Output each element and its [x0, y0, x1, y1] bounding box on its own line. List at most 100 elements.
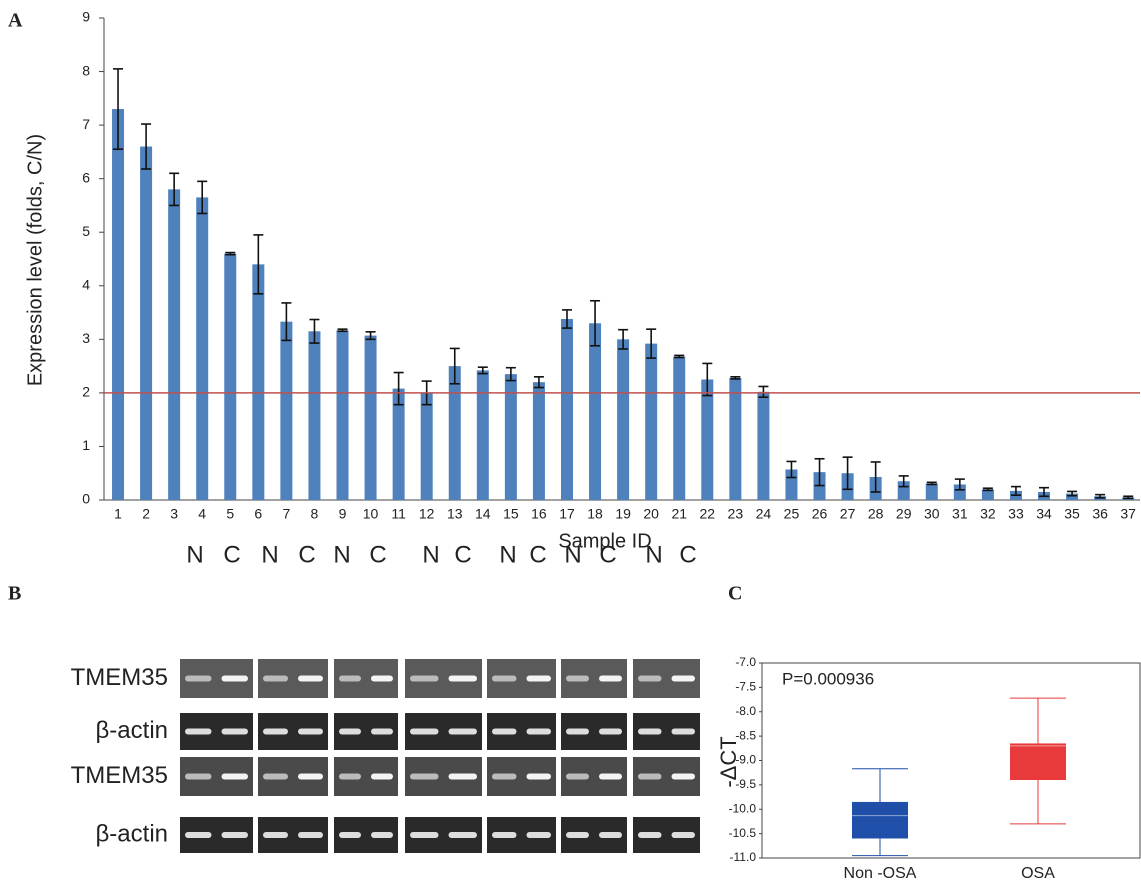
lane-label: C — [529, 541, 546, 568]
gel-band — [263, 774, 288, 780]
x-tick-label: 20 — [643, 506, 659, 522]
x-tick-label: 31 — [952, 506, 968, 522]
gel-band — [566, 729, 589, 735]
y-tick-label: 2 — [82, 384, 90, 400]
gel-band — [638, 676, 662, 682]
lane-label: N — [422, 541, 439, 568]
gel-band — [566, 676, 589, 682]
x-tick-label: 8 — [311, 506, 319, 522]
bar — [140, 147, 152, 500]
gel-band — [527, 729, 552, 735]
bar — [701, 380, 713, 501]
bar — [112, 109, 124, 500]
y-tick-label: -8.5 — [735, 728, 756, 742]
x-tick-label: 24 — [756, 506, 772, 522]
y-tick-label: 4 — [82, 276, 90, 292]
x-tick-label: 34 — [1036, 506, 1052, 522]
x-tick-label: 13 — [447, 506, 463, 522]
gel-band — [263, 729, 288, 735]
y-tick-label: 9 — [82, 9, 90, 25]
bar — [224, 254, 236, 500]
lane-label: C — [454, 541, 471, 568]
gel-band — [339, 729, 361, 735]
x-tick-label: 15 — [503, 506, 519, 522]
bar — [757, 392, 769, 500]
bar — [196, 197, 208, 500]
gel-band — [222, 676, 249, 682]
gel-band — [566, 832, 589, 838]
x-tick-label: 6 — [254, 506, 262, 522]
x-tick-label: 21 — [671, 506, 687, 522]
gel-band — [185, 774, 212, 780]
x-tick-label: 33 — [1008, 506, 1024, 522]
gel-band — [638, 832, 662, 838]
bar — [337, 330, 349, 500]
gel-band — [672, 832, 696, 838]
plot-frame — [762, 663, 1140, 858]
x-tick-label: 10 — [363, 506, 379, 522]
gel-band — [410, 832, 439, 838]
error-bar — [1123, 496, 1133, 498]
lane-label: N — [564, 541, 581, 568]
figure: A B C Sample ID Expression level (folds,… — [0, 0, 1141, 885]
bar — [252, 264, 264, 500]
y-tick-label: -10.0 — [729, 801, 757, 815]
bar — [280, 322, 292, 500]
x-tick-label: 11 — [391, 506, 406, 522]
gel-band — [339, 774, 361, 780]
x-tick-label: 23 — [728, 506, 744, 522]
x-tick-label: 37 — [1120, 506, 1136, 522]
x-tick-label: 30 — [924, 506, 940, 522]
bar — [673, 356, 685, 500]
bar — [168, 189, 180, 500]
panel-label: C — [728, 583, 742, 605]
gel-band — [672, 729, 696, 735]
x-tick-label: 36 — [1092, 506, 1108, 522]
gel-band — [222, 832, 249, 838]
row-label: TMEM35 — [71, 762, 168, 789]
x-tick-label: 27 — [840, 506, 856, 522]
x-tick-label: 19 — [615, 506, 631, 522]
lane-label: C — [679, 541, 696, 568]
bar — [421, 393, 433, 500]
gel-band — [410, 729, 439, 735]
bar — [533, 382, 545, 500]
panel-label: A — [8, 10, 23, 32]
x-tick-label: 7 — [282, 506, 290, 522]
bar — [645, 344, 657, 500]
bar — [729, 378, 741, 500]
gel-band — [672, 676, 696, 682]
gel-band — [599, 676, 622, 682]
y-tick-label: -7.5 — [735, 680, 756, 694]
gel-band — [492, 774, 517, 780]
x-tick-label: 4 — [198, 506, 206, 522]
lane-label: C — [298, 541, 315, 568]
row-label: β-actin — [96, 717, 169, 744]
gel-band — [298, 832, 323, 838]
x-tick-label: 9 — [339, 506, 347, 522]
y-tick-label: 1 — [82, 437, 90, 453]
x-tick-label: 14 — [475, 506, 491, 522]
lane-label: C — [599, 541, 616, 568]
x-tick-label: 1 — [114, 506, 122, 522]
bar — [926, 483, 938, 500]
gel-band — [371, 729, 393, 735]
y-tick-label: -9.5 — [735, 777, 756, 791]
x-tick-label: 32 — [980, 506, 996, 522]
y-tick-label: 0 — [82, 491, 90, 507]
gel-band — [185, 832, 212, 838]
bar — [589, 323, 601, 500]
y-tick-label: -8.0 — [735, 704, 756, 718]
gel-band — [599, 774, 622, 780]
lane-label: C — [223, 541, 240, 568]
lane-label: N — [186, 541, 203, 568]
gel-band — [492, 676, 517, 682]
box — [852, 802, 908, 839]
gel-band — [298, 676, 323, 682]
gel-band — [527, 774, 552, 780]
y-tick-label: 3 — [82, 330, 90, 346]
panel-label: B — [8, 583, 21, 605]
lane-label: N — [261, 541, 278, 568]
y-tick-label: -7.0 — [735, 655, 756, 669]
bar — [561, 319, 573, 500]
